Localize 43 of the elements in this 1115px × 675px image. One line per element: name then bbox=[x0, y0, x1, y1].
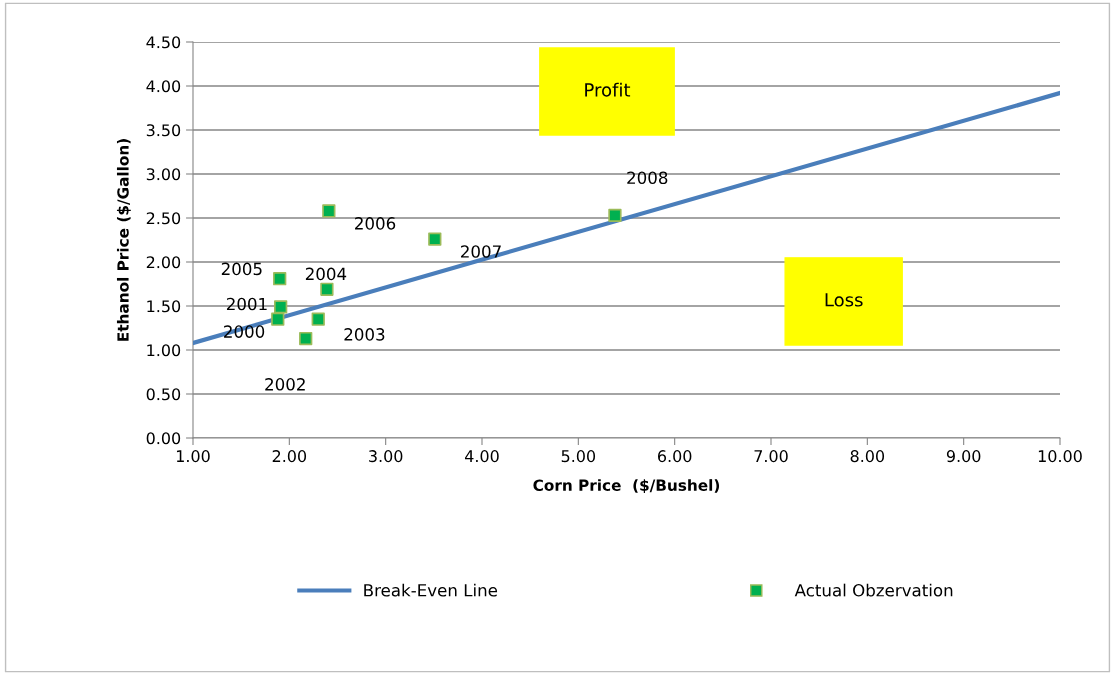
annotation: 2002 bbox=[265, 378, 305, 391]
x-tick-label: 8.00 bbox=[850, 450, 885, 463]
x-tick-label: 5.00 bbox=[561, 450, 596, 463]
annotation: 2004 bbox=[305, 267, 347, 281]
x-tick-label: 3.00 bbox=[369, 450, 403, 463]
point bbox=[311, 312, 325, 326]
annotation: 2001 bbox=[226, 297, 267, 311]
point bbox=[322, 204, 336, 218]
annotation: Loss bbox=[825, 293, 863, 307]
annotation: 2006 bbox=[355, 217, 396, 230]
annotation: 2003 bbox=[344, 328, 385, 341]
y-tick-label: 4.50 bbox=[146, 36, 181, 49]
y-tick-label: 0.00 bbox=[146, 432, 181, 445]
point bbox=[273, 272, 287, 286]
legend-label: Actual Obzervation bbox=[794, 583, 953, 597]
x-tick-label: 9.00 bbox=[946, 450, 981, 463]
legend-label: Break-Even Line bbox=[364, 583, 498, 597]
annotation: 2007 bbox=[461, 245, 501, 258]
point bbox=[320, 282, 334, 296]
point bbox=[428, 232, 442, 246]
point bbox=[271, 312, 285, 326]
y-tick-label: 2.00 bbox=[146, 256, 181, 269]
x-tick-label: 2.00 bbox=[272, 450, 307, 463]
x-tick-label: 6.00 bbox=[658, 450, 692, 463]
annotation: 2008 bbox=[627, 171, 668, 185]
point bbox=[274, 300, 288, 314]
x-tick-label: 7.00 bbox=[754, 450, 788, 463]
x-tick-label: 4.00 bbox=[465, 450, 499, 463]
x-tick-label: 10.00 bbox=[1038, 450, 1082, 463]
y-tick-label: 3.00 bbox=[146, 168, 181, 181]
y-tick-label: 1.00 bbox=[147, 344, 181, 357]
point bbox=[299, 331, 313, 346]
annotation: Profit bbox=[585, 82, 631, 97]
y-tick-label: 2.50 bbox=[146, 212, 181, 225]
point bbox=[608, 208, 622, 223]
y-tick-label: 1.50 bbox=[147, 300, 181, 313]
x-axis-title: Corn Price ($/Bushel) bbox=[533, 479, 720, 494]
y-tick-label: 4.00 bbox=[146, 80, 181, 93]
y-tick-label: 3.50 bbox=[146, 124, 181, 137]
annotation: 2005 bbox=[221, 262, 262, 276]
y-axis-title: Ethanol Price ($/Gallon) bbox=[116, 139, 131, 341]
x-tick-label: 1.00 bbox=[176, 450, 210, 463]
y-tick-label: 0.50 bbox=[146, 388, 181, 401]
